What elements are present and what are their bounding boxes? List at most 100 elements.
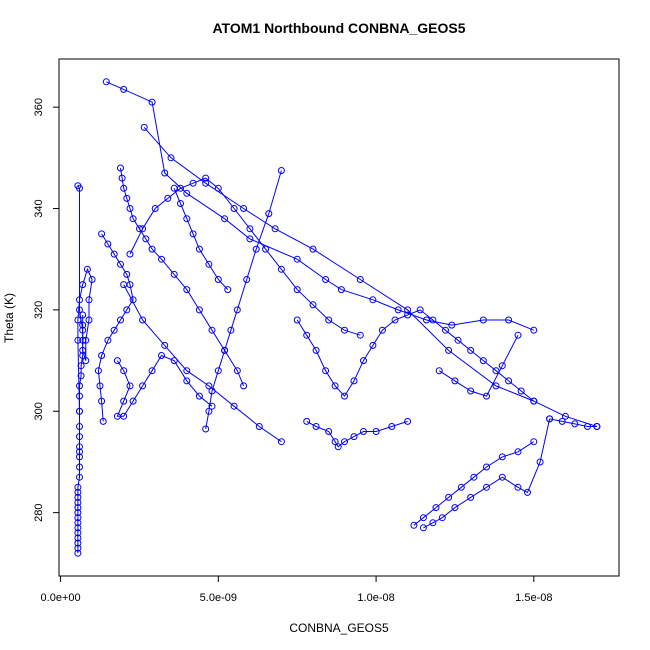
data-point [79,311,87,319]
data-point [419,524,427,532]
data-point [303,417,311,425]
data-point [140,123,148,131]
data-point [593,423,601,430]
series-line [129,177,361,336]
data-point [483,483,490,491]
data-point [183,286,191,294]
x-tick-label: 0.0e+00 [41,592,81,604]
series-line [306,420,408,448]
data-point [221,215,229,223]
y-tick-label: 320 [33,301,45,319]
data-point [76,296,83,304]
series-line [120,167,245,387]
data-point [189,230,197,238]
data-point [233,367,241,375]
data-point [360,428,367,435]
x-tick-label: 1.5e-08 [515,592,552,604]
data-point [356,276,364,283]
data-point [530,397,538,405]
data-point [467,387,475,395]
data-point [404,311,412,319]
data-point [467,346,475,354]
data-point [113,357,121,365]
data-point [74,544,82,552]
data-point [120,367,128,375]
data-point [76,448,83,456]
data-point [96,382,104,390]
data-point [79,346,87,354]
data-point [76,463,83,471]
data-point [378,326,386,334]
data-point [170,357,178,365]
data-point [214,184,222,192]
data-point [505,377,513,385]
data-point [117,316,124,324]
data-point [483,392,490,400]
data-point [224,286,232,294]
data-point [350,433,358,441]
data-point [76,423,83,430]
y-tick-label: 280 [33,503,45,521]
data-point [205,382,213,390]
data-point [457,483,465,491]
data-point [445,493,453,501]
data-point [102,78,110,86]
data-point [277,167,285,174]
data-point [79,326,87,334]
data-point [394,306,402,314]
series-line [106,81,534,331]
data-point [98,397,106,405]
data-point [252,245,260,253]
data-point [483,463,490,471]
data-point [404,417,412,425]
data-point [161,341,169,349]
data-point [76,453,83,461]
data-point [76,433,83,441]
data-point [74,509,82,517]
y-axis: 280 300 320 340 360 [33,98,60,522]
x-tick-label: 5.0e-09 [200,592,237,604]
data-point [530,438,538,446]
data-point [74,488,82,496]
data-point [331,438,339,446]
data-point [435,367,443,375]
data-point [148,367,156,375]
data-point [514,448,522,456]
data-point [120,281,128,289]
data-point [74,549,82,557]
data-point [255,423,263,430]
series-line [97,233,134,422]
data-point [74,336,82,344]
data-point [205,407,213,415]
data-point [74,514,82,522]
data-point [558,417,566,425]
chart-title: ATOM1 Northbound CONBNA_GEOS5 [212,20,465,36]
data-point [117,260,124,268]
data-point [142,235,150,243]
data-point [77,372,85,380]
data-point [293,316,301,324]
data-point [325,428,333,435]
data-point [76,407,83,415]
data-point [454,336,462,344]
data-point [98,352,106,359]
data-point [205,260,213,268]
data-point [214,276,222,283]
data-point [148,245,156,253]
data-point [341,438,348,446]
series-line [423,418,551,529]
data-point [372,428,380,435]
data-point [208,326,216,334]
data-point [120,412,128,420]
data-point [85,296,93,304]
data-point [498,453,506,461]
data-point [82,357,90,365]
data-point [322,367,330,375]
data-point [74,316,82,324]
data-point [74,504,82,512]
data-point [442,326,449,334]
data-point [227,326,235,334]
data-point [123,194,131,202]
data-point [240,382,248,390]
data-point [208,387,216,395]
